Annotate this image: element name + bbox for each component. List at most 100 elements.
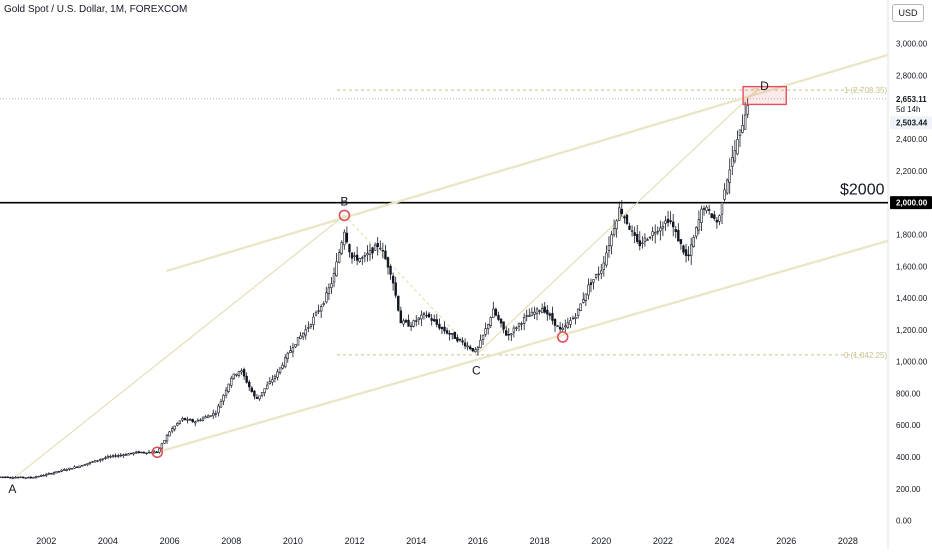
candle xyxy=(137,451,140,454)
x-tick-label: 2002 xyxy=(36,536,56,546)
candle xyxy=(510,333,513,336)
candle xyxy=(656,231,659,233)
candle xyxy=(186,419,189,421)
candle xyxy=(235,373,238,376)
candle xyxy=(641,242,644,244)
candle xyxy=(340,242,343,254)
candle xyxy=(142,451,146,454)
candle xyxy=(196,419,200,422)
candle xyxy=(140,451,143,454)
point-label: A xyxy=(8,482,16,496)
candle xyxy=(602,262,606,270)
candle xyxy=(273,375,277,379)
candle xyxy=(227,383,230,392)
candle xyxy=(456,337,459,342)
x-tick-label: 2018 xyxy=(530,536,550,546)
candle xyxy=(284,357,287,368)
candle xyxy=(504,330,508,336)
x-tick-label: 2014 xyxy=(406,536,426,546)
candle xyxy=(368,250,372,255)
candle xyxy=(610,234,613,247)
candle xyxy=(630,230,634,232)
candle xyxy=(664,220,667,224)
candle xyxy=(438,323,441,329)
candle xyxy=(564,325,567,328)
pivot-circle xyxy=(151,446,164,459)
candle xyxy=(348,244,351,253)
candle xyxy=(651,231,654,236)
candle xyxy=(618,207,621,221)
candle xyxy=(746,105,749,115)
candle xyxy=(1,476,4,478)
candle xyxy=(132,452,135,455)
candle xyxy=(402,320,405,325)
candle xyxy=(114,455,117,457)
candle xyxy=(566,322,570,328)
x-tick-label: 2028 xyxy=(838,536,858,546)
candle xyxy=(710,213,713,219)
candle xyxy=(741,125,744,133)
candle xyxy=(358,258,361,262)
candle xyxy=(294,344,297,348)
candle xyxy=(201,417,205,421)
candle xyxy=(451,333,454,335)
candle xyxy=(674,229,677,232)
candle xyxy=(181,418,184,421)
candle xyxy=(296,337,300,346)
candle xyxy=(425,314,428,317)
candle xyxy=(345,232,349,243)
candle xyxy=(322,303,325,305)
candle xyxy=(607,245,611,251)
candle xyxy=(412,320,415,327)
candle xyxy=(314,311,318,316)
candle xyxy=(463,342,467,347)
candle xyxy=(633,232,636,236)
candle xyxy=(301,332,305,338)
candle xyxy=(83,464,86,466)
candle xyxy=(266,384,269,390)
x-tick-label: 2008 xyxy=(221,536,241,546)
candle xyxy=(535,308,539,314)
candle xyxy=(111,455,115,457)
candle xyxy=(96,460,99,462)
candle xyxy=(594,274,598,278)
candle xyxy=(551,313,554,321)
candle xyxy=(587,284,590,296)
candle xyxy=(21,476,25,479)
candle xyxy=(574,316,577,319)
candle xyxy=(391,275,395,284)
candle xyxy=(68,467,71,470)
candle xyxy=(723,189,726,200)
secondary-price-tag: 2,503.44 xyxy=(896,119,928,128)
candle xyxy=(528,315,531,317)
candle xyxy=(248,381,251,388)
candle xyxy=(546,309,549,315)
candle xyxy=(0,476,2,478)
candle xyxy=(515,327,518,329)
candle xyxy=(679,239,683,244)
candle xyxy=(592,279,595,283)
candle xyxy=(499,318,503,324)
x-tick-label: 2006 xyxy=(160,536,180,546)
candle xyxy=(65,469,69,471)
candle xyxy=(728,169,731,183)
candle xyxy=(625,214,629,224)
candle xyxy=(173,425,176,430)
candle xyxy=(50,473,53,475)
candle xyxy=(309,324,313,327)
candle xyxy=(19,476,22,479)
candle xyxy=(32,477,35,479)
candle xyxy=(415,320,418,322)
candle xyxy=(170,428,174,432)
currency-button[interactable]: USD xyxy=(892,4,924,22)
candle xyxy=(397,295,400,311)
candle xyxy=(556,325,559,327)
candle xyxy=(533,311,536,315)
candle xyxy=(661,226,665,229)
candle xyxy=(271,379,274,383)
candle xyxy=(299,335,302,339)
candle xyxy=(707,209,711,211)
candle xyxy=(520,323,523,325)
